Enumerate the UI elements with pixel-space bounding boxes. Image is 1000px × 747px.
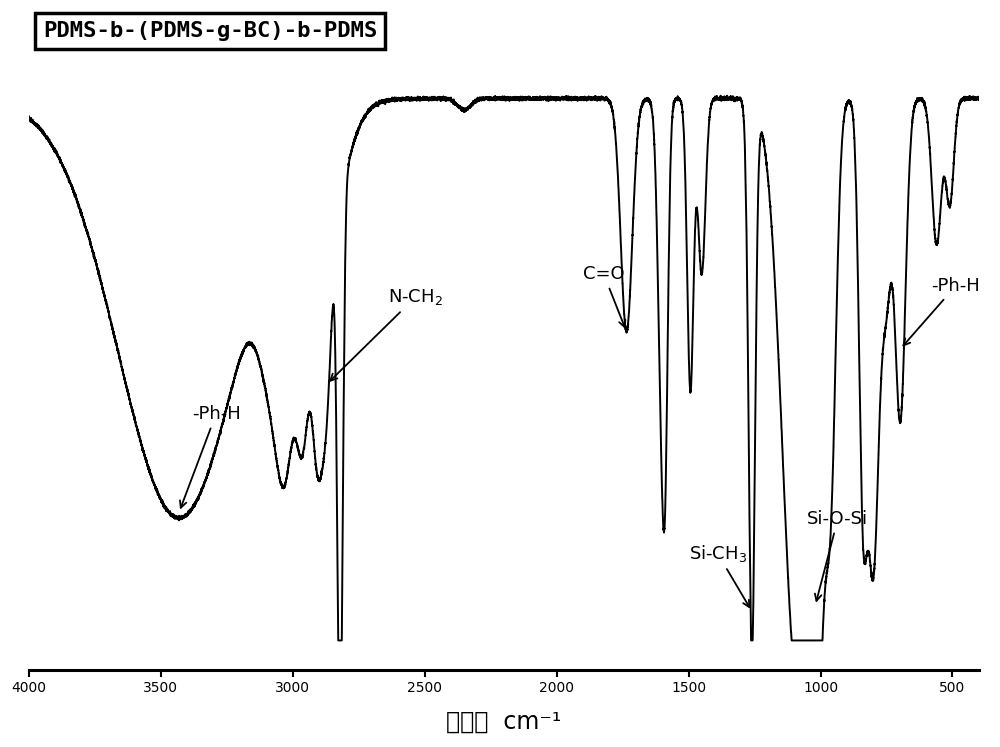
Text: C=O: C=O [583, 265, 625, 327]
Text: Si-CH$_3$: Si-CH$_3$ [689, 543, 749, 607]
Text: PDMS-b-(PDMS-g-BC)-b-PDMS: PDMS-b-(PDMS-g-BC)-b-PDMS [43, 21, 377, 41]
X-axis label: 波数，  cm⁻¹: 波数， cm⁻¹ [446, 710, 561, 734]
Text: Si-O-Si: Si-O-Si [807, 510, 868, 601]
Text: -Ph-H: -Ph-H [180, 405, 240, 508]
Text: N-CH$_2$: N-CH$_2$ [330, 288, 443, 381]
Text: -Ph-H: -Ph-H [903, 277, 980, 345]
